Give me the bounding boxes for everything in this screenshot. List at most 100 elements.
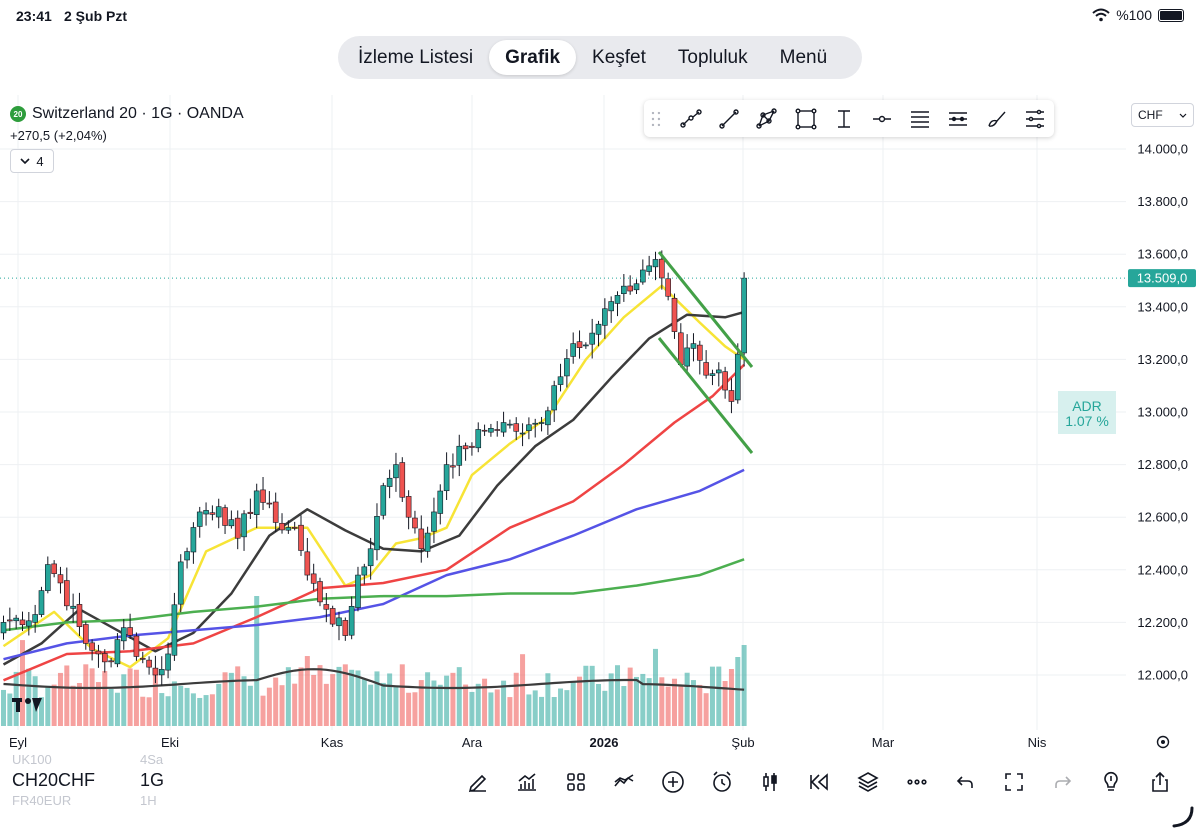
horizontal-ray-tool[interactable] [863, 104, 901, 134]
tab-community[interactable]: Topluluk [677, 46, 748, 68]
candle [19, 619, 26, 626]
share-button[interactable] [1136, 766, 1185, 798]
compare-button[interactable] [600, 766, 649, 798]
rectangle-tool[interactable] [787, 104, 825, 134]
ideas-button[interactable] [1087, 766, 1136, 798]
trend-line-icon [719, 108, 739, 129]
volume-bar [697, 684, 703, 726]
replay-button[interactable] [795, 766, 844, 798]
lightbulb-icon [1104, 771, 1119, 791]
legend-symbol-row[interactable]: 20 Switzerland 20 · 1G · OANDA [10, 105, 244, 123]
drag-handle-icon[interactable] [650, 110, 662, 128]
vertical-line-tool[interactable] [825, 104, 863, 134]
volume-bar [532, 690, 538, 726]
parallel-channel-icon [1025, 109, 1044, 128]
redo-button[interactable] [1038, 766, 1087, 798]
indicators-icon [518, 773, 537, 791]
symbol-prev[interactable]: UK100 [12, 752, 52, 767]
pattern-tool[interactable] [748, 104, 786, 134]
volume-bar [570, 681, 576, 726]
volume-bar [330, 674, 336, 726]
candle [576, 341, 583, 348]
candle [709, 373, 716, 376]
candle [139, 658, 146, 660]
symbol-current[interactable]: CH20CHF [12, 770, 96, 790]
volume-bar [159, 693, 165, 726]
volume-bar [380, 682, 386, 726]
currency-value: CHF [1138, 108, 1163, 122]
candle [513, 423, 520, 432]
candle [690, 343, 697, 349]
time-axis-label: Kas [321, 735, 344, 750]
volume-bar [108, 689, 114, 726]
chart-type-button[interactable] [746, 766, 795, 798]
trend-line-lower[interactable] [657, 337, 754, 454]
candle [51, 563, 57, 574]
volume-bar [241, 676, 247, 726]
volume-bar [621, 686, 627, 726]
candle [570, 343, 577, 357]
fib-retracement-tool[interactable] [901, 104, 939, 134]
settings-gear-icon[interactable] [1156, 735, 1170, 749]
candle [500, 422, 507, 433]
fib-channel-tool[interactable] [939, 104, 977, 134]
candle [678, 332, 684, 365]
trend-line-tool[interactable] [710, 104, 748, 134]
volume-bar [652, 648, 658, 726]
tab-chart[interactable]: Grafik [489, 40, 577, 75]
volume-bar [671, 678, 677, 726]
undo-button[interactable] [941, 766, 990, 798]
more-button[interactable] [892, 766, 941, 798]
tab-watchlist[interactable]: İzleme Listesi [358, 46, 474, 68]
candle [367, 548, 374, 567]
candle [0, 622, 7, 634]
volume-bar [304, 656, 310, 726]
volume-bar [482, 678, 488, 726]
candle [462, 445, 469, 450]
indicators-collapse-button[interactable]: 4 [10, 149, 54, 173]
candle [355, 574, 361, 608]
fullscreen-icon [1005, 773, 1023, 791]
trend-line-upper[interactable] [657, 251, 754, 368]
candle [532, 422, 539, 425]
interval-picker[interactable]: 4Sa 1G 1H [140, 752, 164, 808]
candle [431, 511, 437, 532]
drawing-tools-button[interactable] [454, 766, 503, 798]
add-button[interactable] [649, 766, 698, 798]
interval-prev[interactable]: 4Sa [140, 752, 164, 767]
fullscreen-button[interactable] [990, 766, 1039, 798]
chart-canvas[interactable]: 13.509,0 14.000,0 13.800,0 13.600,0 13.400,0… [0, 95, 1200, 759]
chevron-down-icon [20, 157, 30, 164]
candle [203, 510, 209, 515]
tab-menu[interactable]: Menü [779, 46, 828, 68]
volume-bar [513, 672, 519, 726]
status-bar: 23:41 2 Şub Pzt %100 [0, 0, 1200, 32]
trend-line-channel-tool[interactable] [672, 104, 710, 134]
price-change: +270,5 (+2,04%) [10, 128, 107, 143]
volume-bar [558, 688, 564, 726]
brush-tool[interactable] [978, 104, 1016, 134]
candle [336, 617, 342, 627]
legend-title: Switzerland 20 · 1G · OANDA [32, 105, 244, 122]
symbol-next[interactable]: FR40EUR [12, 793, 72, 808]
interval-next[interactable]: 1H [140, 793, 157, 808]
volume-bar [627, 667, 633, 726]
interval-current[interactable]: 1G [140, 770, 165, 790]
object-tree-button[interactable] [844, 766, 893, 798]
candle [95, 650, 102, 655]
candle [76, 604, 83, 627]
pattern-icon [756, 107, 778, 129]
volume-bar [38, 697, 44, 726]
symbol-picker[interactable]: UK100 CH20CHF FR40EUR [12, 752, 95, 808]
layouts-button[interactable] [551, 766, 600, 798]
candle [583, 344, 589, 347]
tv-logo-dot [25, 698, 31, 704]
candle [557, 376, 564, 385]
indicators-button[interactable] [503, 766, 552, 798]
tab-explore[interactable]: Keşfet [592, 46, 646, 68]
volume-bar [140, 696, 146, 726]
layers-icon [857, 772, 879, 792]
currency-select[interactable]: CHF [1131, 103, 1194, 127]
parallel-channel-tool[interactable] [1016, 104, 1054, 134]
alert-button[interactable] [697, 766, 746, 798]
